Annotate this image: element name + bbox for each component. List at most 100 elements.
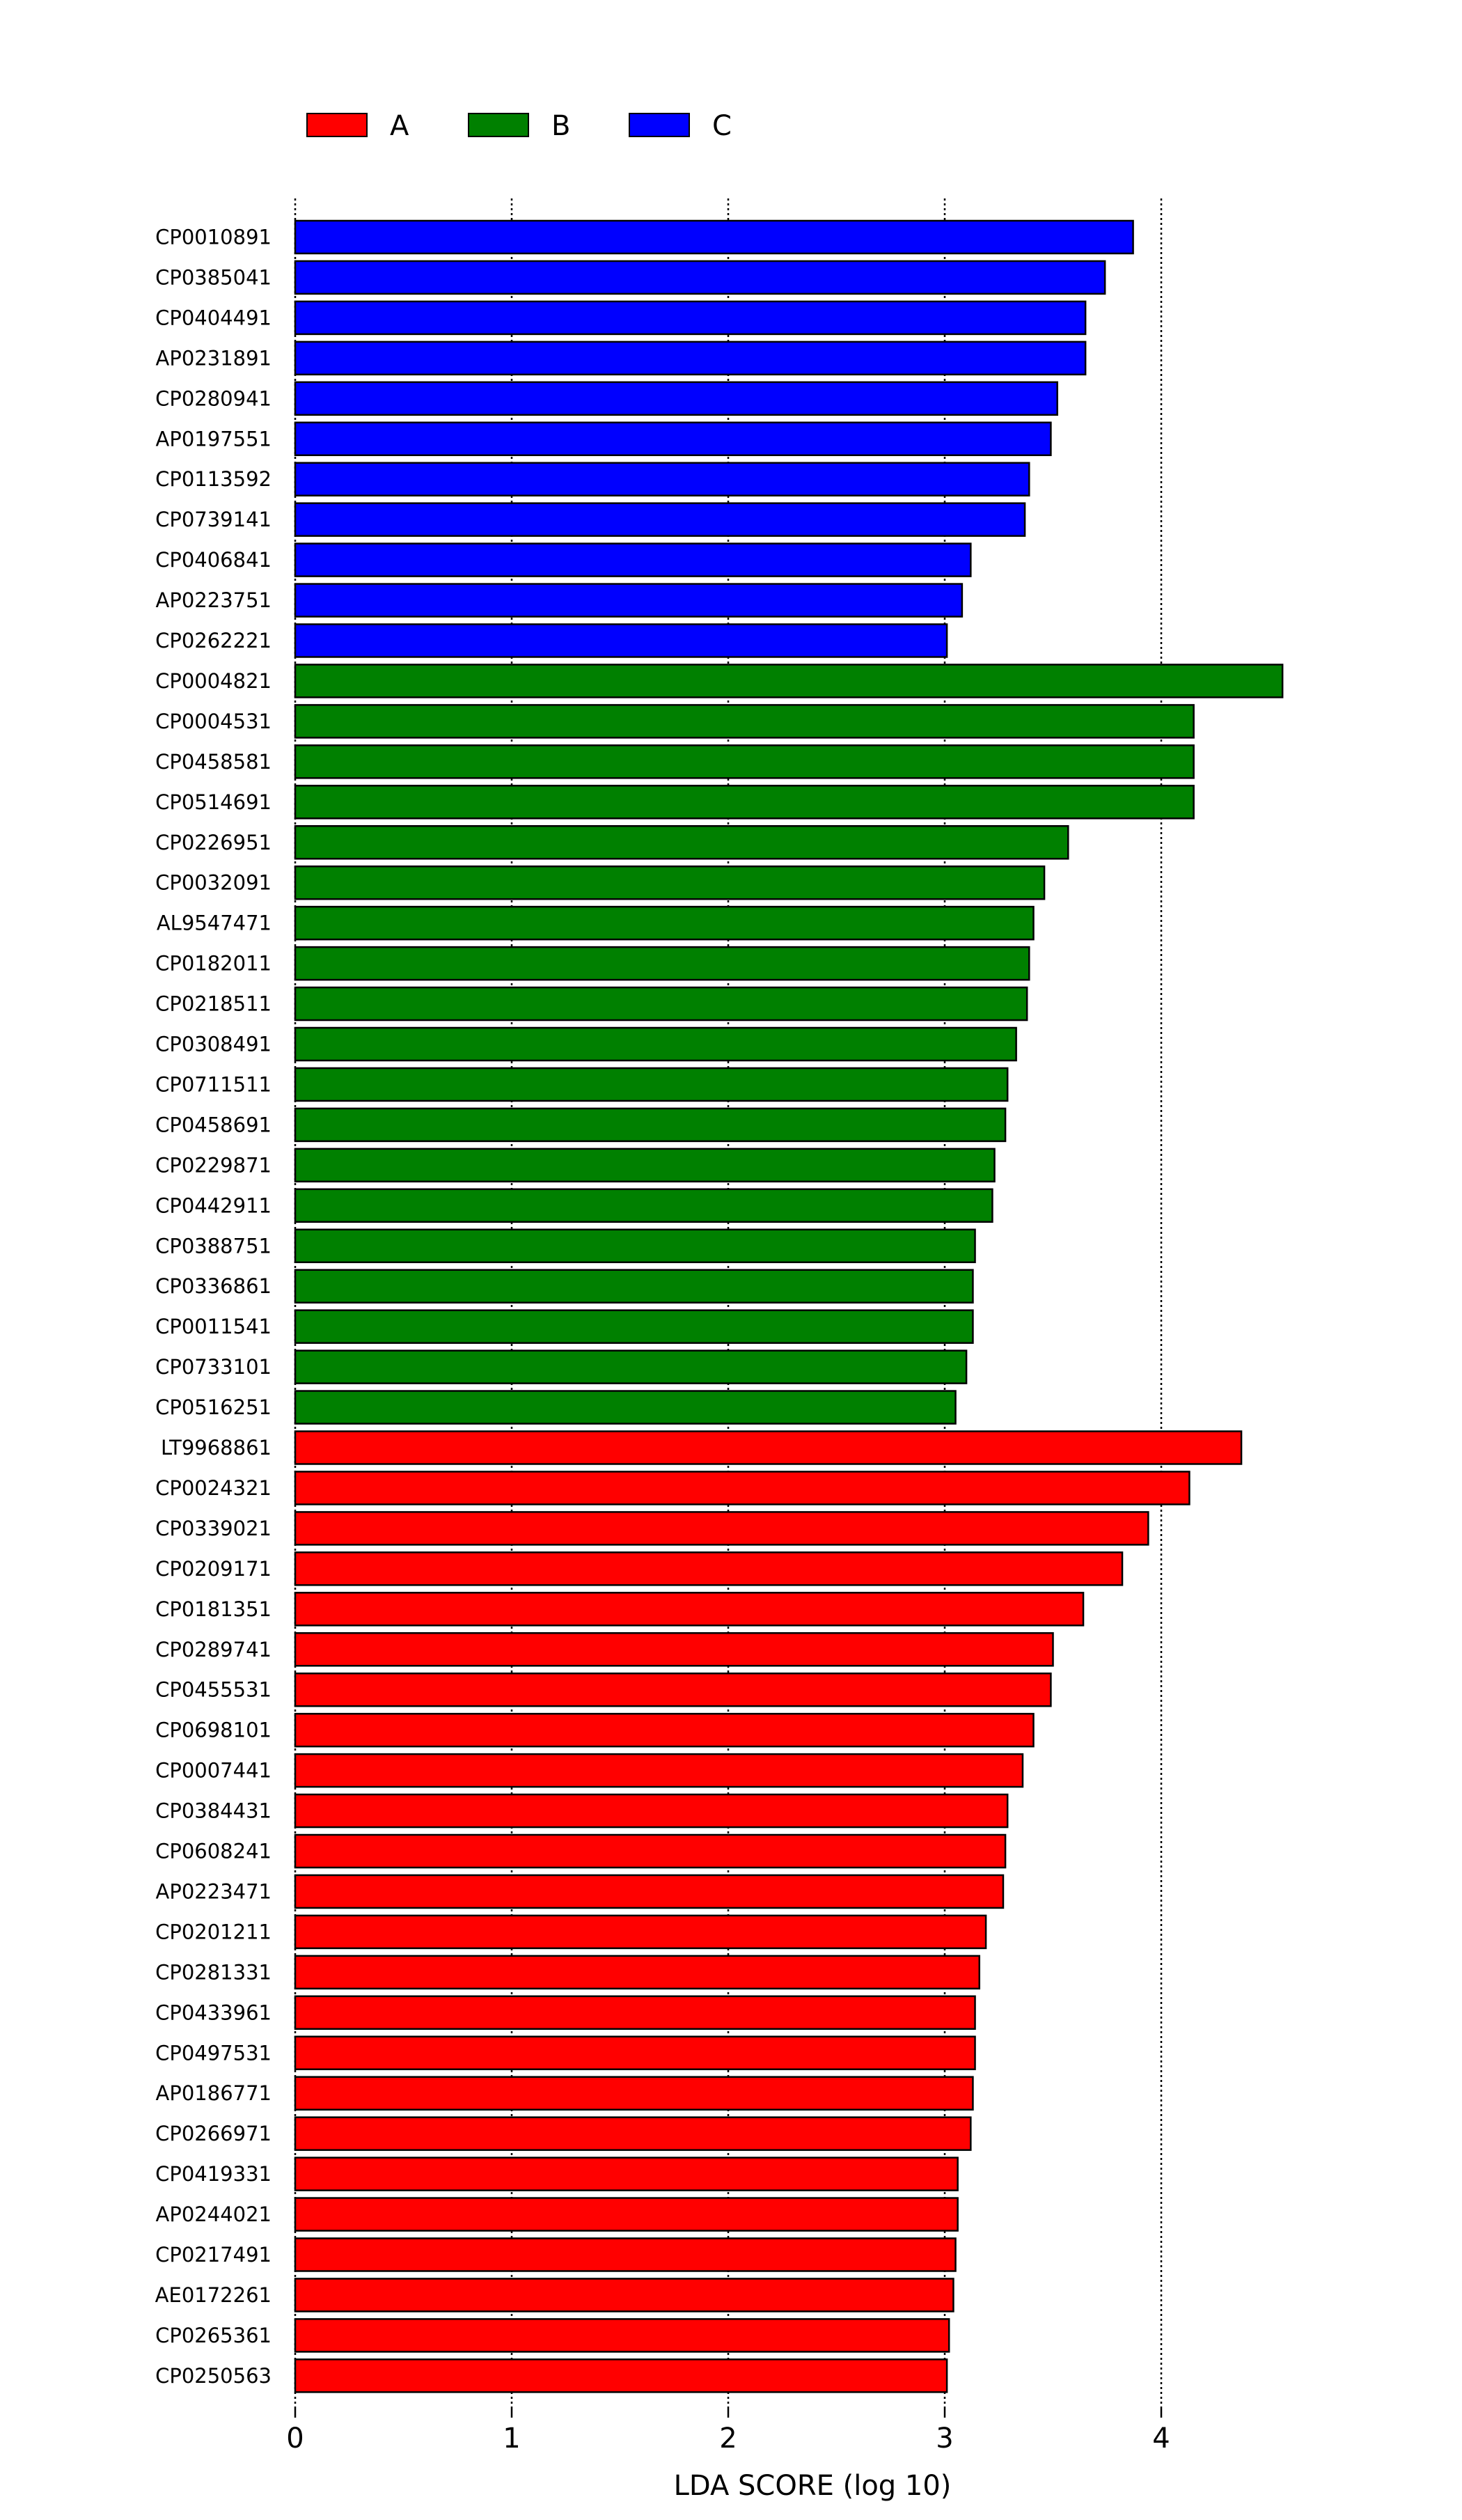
category-label-CP0384431: CP0384431 xyxy=(155,1799,272,1823)
bar-AP0197551 xyxy=(294,421,1052,456)
bar-CP0514691 xyxy=(294,785,1195,820)
bar-CP0011541 xyxy=(294,1309,974,1344)
category-label-CP0250563: CP0250563 xyxy=(155,2364,272,2388)
bar-CP0280941 xyxy=(294,381,1058,416)
bar-CP0711511 xyxy=(294,1067,1009,1102)
category-label-CP0226951: CP0226951 xyxy=(155,831,272,854)
category-label-CP0336861: CP0336861 xyxy=(155,1274,272,1298)
legend-label-a: A xyxy=(390,110,409,142)
category-label-CP0265361: CP0265361 xyxy=(155,2324,272,2347)
bar-CP0004531 xyxy=(294,704,1195,739)
category-label-CP0262221: CP0262221 xyxy=(155,629,272,652)
legend-label-b: B xyxy=(551,110,570,142)
bar-CP0226951 xyxy=(294,825,1069,860)
category-label-CP0608241: CP0608241 xyxy=(155,1840,272,1863)
category-label-AP0186771: AP0186771 xyxy=(156,2081,272,2105)
category-label-CP0024321: CP0024321 xyxy=(155,1476,272,1500)
category-label-CP0455531: CP0455531 xyxy=(155,1678,272,1702)
bar-CP0404491 xyxy=(294,300,1087,336)
bar-CP0229871 xyxy=(294,1148,996,1183)
bars xyxy=(294,219,1284,2393)
category-label-AP0197551: AP0197551 xyxy=(156,427,272,451)
bar-AP0244021 xyxy=(294,2197,959,2232)
bar-CP0458581 xyxy=(294,744,1195,779)
category-label-LT9968861: LT9968861 xyxy=(161,1436,272,1459)
category-label-CP0007441: CP0007441 xyxy=(155,1759,272,1783)
bar-CP0433961 xyxy=(294,1995,976,2030)
bar-CP0262221 xyxy=(294,623,948,658)
category-label-CP0698101: CP0698101 xyxy=(155,1719,272,1742)
bar-CP0339021 xyxy=(294,1511,1149,1546)
bar-CP0007441 xyxy=(294,1753,1024,1788)
bar-AP0223751 xyxy=(294,583,964,618)
x-tick-label-4: 4 xyxy=(1152,2423,1170,2455)
legend-swatch-a xyxy=(306,113,368,137)
category-label-CP0289741: CP0289741 xyxy=(155,1638,272,1661)
bar-AE0172261 xyxy=(294,2278,954,2312)
legend: A B C xyxy=(306,110,732,142)
category-label-CP0209171: CP0209171 xyxy=(155,1557,272,1581)
bar-CP0406841 xyxy=(294,542,972,577)
category-label-CP0733101: CP0733101 xyxy=(155,1355,272,1379)
category-label-CP0458691: CP0458691 xyxy=(155,1113,272,1136)
bar-CP0455531 xyxy=(294,1672,1052,1707)
category-labels: CP0010891 CP0385041 CP0404491 AP0231891 CP02… xyxy=(155,226,272,2388)
category-label-CP0266971: CP0266971 xyxy=(155,2122,272,2145)
x-tick-label-0: 0 xyxy=(286,2423,304,2455)
category-label-CP0218511: CP0218511 xyxy=(155,992,272,1016)
bar-CP0113592 xyxy=(294,462,1030,496)
bar-AP0231891 xyxy=(294,341,1087,376)
bar-CP0217491 xyxy=(294,2237,957,2272)
category-label-AP0223471: AP0223471 xyxy=(156,1879,272,1903)
bar-CP0388751 xyxy=(294,1228,976,1263)
category-label-CP0011541: CP0011541 xyxy=(155,1315,272,1338)
bar-CP0442911 xyxy=(294,1188,993,1223)
bar-CP0516251 xyxy=(294,1390,957,1425)
bar-CP0289741 xyxy=(294,1632,1054,1667)
x-axis: 0 1 2 3 4 xyxy=(286,2408,1170,2455)
category-label-CP0004531: CP0004531 xyxy=(155,710,272,733)
bar-CP0281331 xyxy=(294,1955,981,1990)
category-label-CP0442911: CP0442911 xyxy=(155,1194,272,1217)
bar-CP0336861 xyxy=(294,1269,974,1304)
bar-CP0419331 xyxy=(294,2157,959,2191)
category-label-CP0113592: CP0113592 xyxy=(155,467,272,491)
bar-LT9968861 xyxy=(294,1430,1243,1465)
category-label-AL9547471: AL9547471 xyxy=(157,911,272,935)
category-label-CP0339021: CP0339021 xyxy=(155,1517,272,1540)
bar-CP0733101 xyxy=(294,1349,968,1384)
category-label-CP0458581: CP0458581 xyxy=(155,750,272,774)
category-label-CP0182011: CP0182011 xyxy=(155,952,272,976)
bar-CP0032091 xyxy=(294,865,1046,900)
category-label-CP0419331: CP0419331 xyxy=(155,2162,272,2186)
bar-AL9547471 xyxy=(294,905,1035,941)
bar-CP0698101 xyxy=(294,1712,1035,1748)
bar-CP0308491 xyxy=(294,1026,1017,1062)
category-label-AE0172261: AE0172261 xyxy=(155,2283,272,2307)
x-axis-title: LDA SCORE (log 10) xyxy=(674,2470,952,2502)
category-label-CP0281331: CP0281331 xyxy=(155,1960,272,1984)
category-label-AP0231891: AP0231891 xyxy=(156,346,272,370)
x-tick-label-3: 3 xyxy=(936,2423,953,2455)
category-label-CP0404491: CP0404491 xyxy=(155,306,272,329)
bar-CP0201211 xyxy=(294,1914,987,1950)
bar-AP0186771 xyxy=(294,2076,974,2111)
bar-CP0182011 xyxy=(294,946,1030,981)
category-label-CP0514691: CP0514691 xyxy=(155,790,272,814)
bar-CP0266971 xyxy=(294,2116,972,2151)
category-label-CP0010891: CP0010891 xyxy=(155,226,272,249)
category-label-CP0181351: CP0181351 xyxy=(155,1597,272,1621)
category-label-CP0201211: CP0201211 xyxy=(155,1920,272,1943)
category-label-AP0223751: AP0223751 xyxy=(156,588,272,612)
category-label-CP0433961: CP0433961 xyxy=(155,2001,272,2024)
bar-CP0384431 xyxy=(294,1793,1009,1829)
x-tick-label-2: 2 xyxy=(719,2423,737,2455)
category-label-CP0739141: CP0739141 xyxy=(155,508,272,531)
category-label-CP0229871: CP0229871 xyxy=(155,1153,272,1177)
legend-label-c: C xyxy=(712,110,732,142)
category-label-CP0280941: CP0280941 xyxy=(155,386,272,410)
category-label-CP0406841: CP0406841 xyxy=(155,548,272,572)
bar-CP0004821 xyxy=(294,664,1284,698)
bar-CP0010891 xyxy=(294,219,1134,255)
